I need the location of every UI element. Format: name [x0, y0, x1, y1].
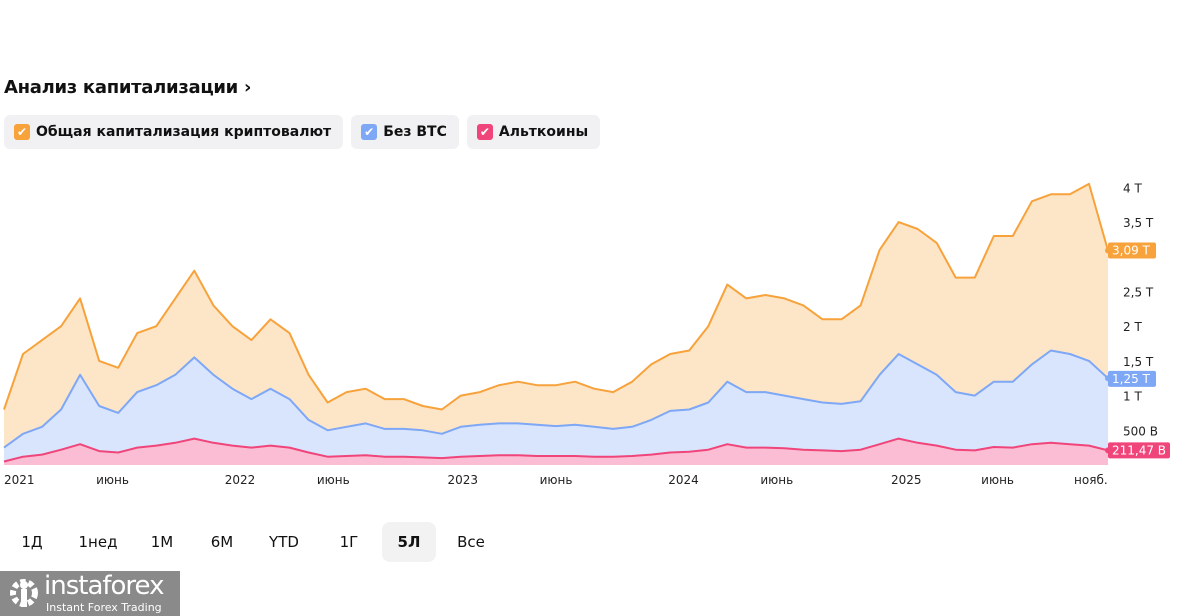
last-value-label: 1,25 T — [1112, 372, 1151, 386]
logo-tagline: Instant Forex Trading — [46, 601, 162, 614]
series-line — [3, 437, 1109, 463]
legend-ex-btc[interactable]: ✔ Без BTC — [351, 115, 459, 149]
legend-altcoins[interactable]: ✔ Альткоины — [466, 115, 601, 149]
checkbox-checked-icon: ✔ — [361, 124, 378, 140]
range-ytd[interactable]: YTD — [269, 533, 299, 551]
y-tick-label: 500 B — [1123, 424, 1158, 438]
x-tick-label: июнь — [317, 473, 350, 487]
legend-total[interactable]: ✔ Общая капитализация криптовалют — [4, 115, 344, 149]
legend-label: Альткоины — [498, 124, 589, 140]
range-1m[interactable]: 1М — [150, 533, 174, 551]
badge-bg — [1108, 442, 1170, 459]
x-tick-label: 2025 — [891, 473, 922, 487]
checkbox-checked-icon: ✔ — [14, 124, 30, 140]
x-tick-label: июнь — [540, 473, 573, 487]
y-tick-label: 2,5 T — [1123, 286, 1154, 300]
badge-bg — [1108, 370, 1156, 387]
range-1d[interactable]: 1Д — [21, 533, 43, 551]
legend: ✔ Общая капитализация криптовалют ✔ Без BT… — [4, 115, 601, 149]
x-tick-label: 2023 — [447, 473, 478, 487]
series-area — [4, 350, 1108, 465]
chevron-right-icon: › — [243, 77, 252, 98]
y-tick-label: 1,5 T — [1123, 355, 1154, 369]
title-text: Анализ капитализации — [4, 77, 238, 98]
series-line — [3, 349, 1109, 449]
x-tick-label: июнь — [96, 473, 129, 487]
last-value-badge: 211,47 B — [1108, 442, 1170, 459]
y-tick-label: 4 T — [1123, 181, 1142, 195]
range-tabs: 1Д 1нед 1М 6М YTD 1Г 5Л Все — [0, 522, 506, 562]
logo-text: instaforex — [44, 571, 164, 601]
x-tick-label: 2024 — [668, 473, 699, 487]
gear-logo-icon — [10, 579, 38, 607]
last-value-badge: 3,09 T — [1108, 242, 1156, 259]
checkbox-checked-icon: ✔ — [476, 124, 493, 140]
range-all[interactable]: Все — [457, 533, 485, 551]
y-tick-label: 1 T — [1123, 390, 1142, 404]
market-cap-chart[interactable]: 500 B 1 T 1,5 T 2 T 2,5 T 3,5 T 4 T 2021 июнь 202… — [0, 160, 1182, 500]
range-6m[interactable]: 6М — [210, 533, 234, 551]
y-tick-label: 2 T — [1123, 320, 1142, 334]
series-area — [4, 438, 1108, 465]
last-value-label: 211,47 B — [1112, 443, 1166, 457]
legend-label: Общая капитализация криптовалют — [36, 124, 332, 140]
x-tick-label: июнь — [760, 473, 793, 487]
badge-bg — [1108, 242, 1156, 259]
x-tick-label: 2022 — [225, 473, 256, 487]
x-tick-label: июнь — [981, 473, 1014, 487]
last-value-badge: 1,25 T — [1108, 370, 1156, 387]
range-5y[interactable]: 5Л — [382, 522, 436, 562]
last-value-label: 3,09 T — [1112, 244, 1151, 258]
instaforex-logo: instaforex Instant Forex Trading — [0, 571, 180, 616]
range-1y[interactable]: 1Г — [339, 533, 359, 551]
x-tick-label: нояб. — [1074, 473, 1108, 487]
x-tick-label: 2021 — [4, 473, 35, 487]
page-title[interactable]: Анализ капитализации › — [4, 77, 251, 98]
range-1w[interactable]: 1нед — [78, 533, 118, 551]
series-line — [3, 182, 1109, 411]
y-tick-label: 3,5 T — [1123, 216, 1154, 230]
legend-label: Без BTC — [383, 124, 447, 140]
